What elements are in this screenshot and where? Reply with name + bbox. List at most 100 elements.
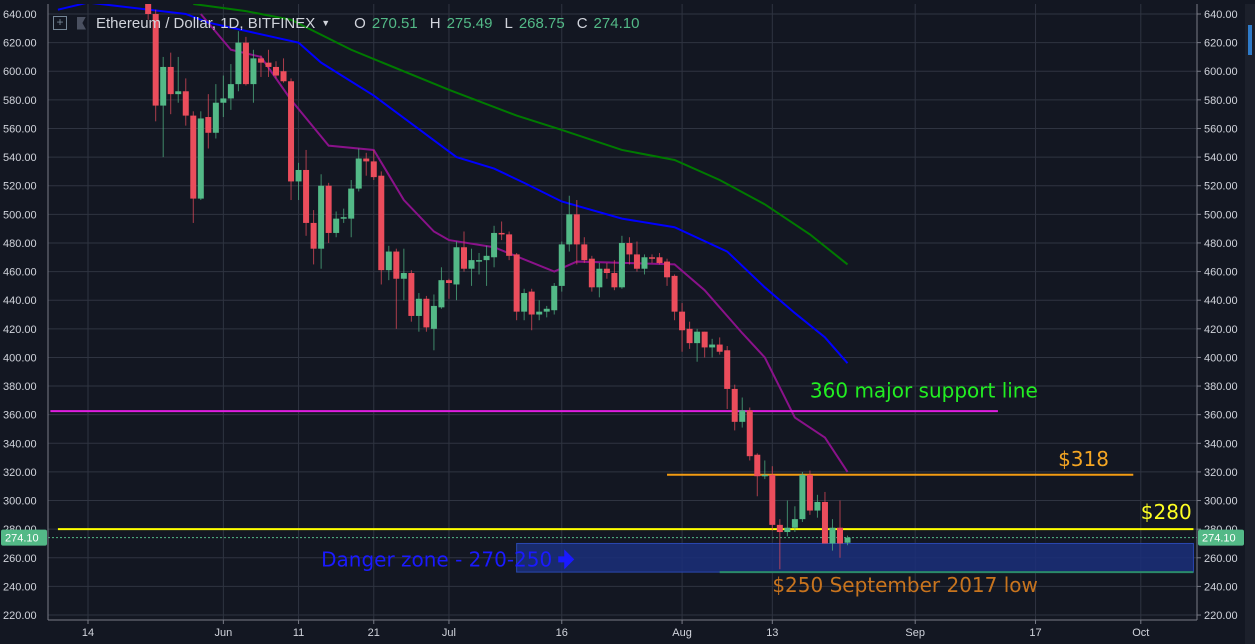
candle-body (370, 161, 377, 178)
candle-body (573, 214, 580, 245)
left-price-tick-label: 380.00 (3, 381, 37, 393)
annotation-text: $318 (1058, 447, 1109, 471)
candle-body (393, 251, 400, 279)
candle-body (686, 328, 693, 344)
plot-area: 360 major support line $318 $280 Danger zon… (48, 4, 1197, 597)
last-price-tag-label: 274.10 (1202, 533, 1236, 545)
right-price-tick-label: 600.00 (1204, 66, 1238, 78)
candle-body (182, 91, 189, 116)
candle-body (363, 158, 370, 162)
time-tick-label: 16 (556, 627, 568, 639)
high-label: H (429, 14, 441, 32)
candle-body (829, 527, 836, 544)
candle-body (536, 311, 543, 315)
scrollbar[interactable] (1248, 25, 1252, 55)
left-price-tick-label: 360.00 (3, 410, 37, 422)
candle-body (724, 350, 731, 389)
candle-body (664, 261, 671, 278)
candle-body (400, 273, 407, 279)
right-price-tick-label: 420.00 (1204, 324, 1238, 336)
low-label: L (504, 14, 513, 32)
candle-body (498, 232, 505, 235)
candle-body (167, 66, 174, 95)
left-price-tick-label: 460.00 (3, 267, 37, 279)
candle-body (746, 410, 753, 457)
candle-body (506, 234, 513, 256)
right-price-tick-label: 260.00 (1204, 553, 1238, 565)
candle-body (671, 275, 678, 312)
annotation-text: $280 (1141, 500, 1192, 524)
candle-body (430, 305, 437, 329)
candle-body (235, 42, 242, 85)
candle-body (257, 58, 264, 63)
candle-body (799, 474, 806, 520)
left-price-tick-label: 520.00 (3, 181, 37, 193)
last-price-tag (1198, 529, 1244, 546)
candle-body (521, 293, 528, 312)
candle-body (273, 66, 279, 76)
time-tick-label: 11 (293, 627, 304, 639)
close-value: 274.10 (593, 14, 640, 32)
right-price-tick-label: 540.00 (1204, 152, 1238, 164)
candle-body (408, 273, 415, 316)
close-label: C (576, 14, 588, 32)
time-tick-label: Sep (905, 627, 925, 639)
left-price-tick-label: 440.00 (3, 295, 37, 307)
candle-body (543, 308, 550, 312)
arrow-right-icon (558, 549, 575, 570)
crosshair-box-icon[interactable]: + (53, 16, 67, 30)
symbol-title[interactable]: Ethereum / Dollar, 1D, BITFINEX (96, 14, 316, 32)
candle-body (295, 169, 302, 182)
time-tick-label: 13 (766, 627, 778, 639)
last-price-tag-left-label: 274.10 (5, 533, 39, 545)
right-price-tick-label: 360.00 (1204, 410, 1238, 422)
candle-body (837, 527, 843, 544)
right-price-tick-label: 400.00 (1204, 352, 1238, 364)
right-price-tick-label: 500.00 (1204, 209, 1238, 221)
annotation-text: 360 major support line (810, 379, 1038, 403)
right-price-tick-label: 240.00 (1204, 581, 1238, 593)
candle-body (844, 537, 851, 543)
right-price-tick-label: 380.00 (1204, 381, 1238, 393)
candle-body (513, 254, 520, 312)
candle-body (438, 280, 445, 308)
left-price-tick-label: 480.00 (3, 238, 37, 250)
high-value: 275.49 (446, 14, 493, 32)
candle-body (618, 242, 625, 288)
candle-body (303, 169, 310, 223)
candle-body (378, 175, 385, 271)
right-price-tick-label: 340.00 (1204, 438, 1238, 450)
candle-body (348, 188, 355, 219)
candle-body (769, 474, 776, 525)
candle-body (145, 4, 152, 15)
candle-body (476, 260, 483, 262)
candle-body (806, 474, 813, 511)
candle-body (791, 519, 798, 528)
caret-down-icon[interactable]: ▼ (321, 18, 331, 28)
flag-icon[interactable] (77, 16, 86, 30)
candle-body (821, 501, 828, 544)
moving-average-line (57, 4, 849, 364)
candle-body (423, 298, 430, 328)
candle-body (242, 42, 249, 85)
candle-body (731, 388, 738, 422)
side-toolbar-edge (1245, 4, 1255, 644)
left-price-tick-label: 580.00 (3, 95, 37, 107)
right-price-tick-label: 300.00 (1204, 496, 1238, 508)
candle-body (784, 527, 791, 533)
candle-body (701, 331, 708, 348)
left-price-tick-label: 260.00 (3, 553, 37, 565)
right-price-tick-label: 440.00 (1204, 295, 1238, 307)
left-price-tick-label: 540.00 (3, 152, 37, 164)
annotation-text: Danger zone - 270-250 (321, 547, 552, 571)
candle-body (483, 255, 490, 261)
candle-body (626, 242, 633, 255)
candle-body (175, 91, 182, 95)
time-tick-label: 17 (1029, 627, 1041, 639)
candle-body (566, 214, 573, 245)
time-tick-label: Jun (214, 627, 232, 639)
time-tick-label: Aug (672, 627, 692, 639)
candle-body (739, 410, 746, 422)
left-price-tick-label: 340.00 (3, 438, 37, 450)
